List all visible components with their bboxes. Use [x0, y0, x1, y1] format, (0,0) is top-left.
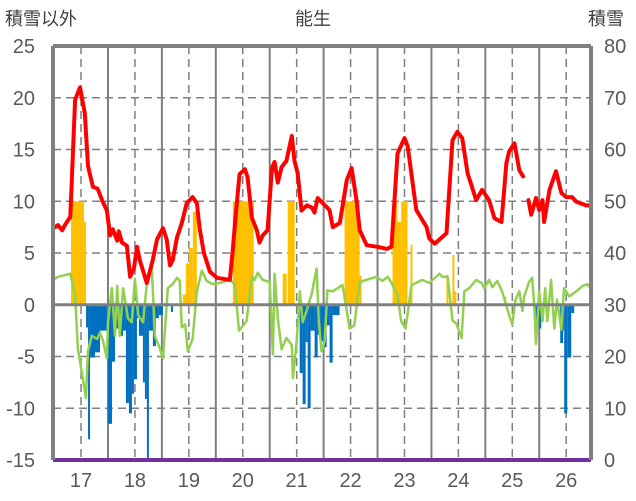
snowfall-bar [571, 304, 575, 314]
x-tick-label: 17 [70, 470, 92, 492]
rain-bar [84, 221, 87, 305]
left-tick-label: 0 [24, 295, 35, 317]
rain-bar [185, 263, 189, 305]
red-series-line [526, 169, 592, 224]
right-tick-label: 30 [604, 295, 626, 317]
snowfall-bar [155, 304, 159, 319]
snowfall-bar [146, 304, 149, 458]
x-tick-label: 24 [447, 470, 469, 492]
x-tick-label: 20 [232, 470, 254, 492]
right-tick-label: 0 [604, 450, 615, 472]
tick-labels: -15 -10 -5 0 5 10 15 20 25 0 10 20 30 40 50 60 70 80 17 18 1… [6, 36, 626, 492]
rain-bar [397, 221, 402, 305]
left-tick-label: 15 [13, 140, 35, 162]
snowfall-bar [305, 304, 308, 343]
x-tick-label: 21 [286, 470, 308, 492]
snowfall-bar [307, 304, 311, 409]
red-series-line [53, 85, 526, 285]
x-tick-label: 18 [124, 470, 146, 492]
rain-bar [344, 201, 360, 305]
x-tick-label: 25 [501, 470, 523, 492]
chart-title: 能生 [295, 9, 331, 30]
rain-bar [192, 211, 197, 305]
snowfall-bar [302, 304, 306, 405]
rain-bar [232, 201, 254, 305]
snowfall-bar [144, 304, 147, 399]
x-tick-label: 19 [178, 470, 200, 492]
x-tick-label: 26 [555, 470, 577, 492]
snowfall-bar [125, 304, 129, 404]
snowfall-bar [539, 304, 542, 329]
snowfall-bar [332, 304, 340, 316]
rain-bar [71, 201, 85, 305]
rain-bar [287, 201, 295, 305]
snowfall-bar [158, 304, 163, 316]
snowfall-bar [107, 304, 112, 424]
right-tick-label: 20 [604, 347, 626, 369]
rain-bar [282, 273, 287, 305]
snowfall-bar [310, 304, 315, 331]
rain-bar [188, 247, 193, 305]
rain-bar [392, 201, 398, 305]
left-axis-label: 積雪以外 [5, 9, 77, 30]
snowfall-bar [100, 304, 107, 331]
snowfall-bar [299, 304, 303, 374]
x-tick-label: 23 [393, 470, 415, 492]
snowfall-bar [326, 304, 330, 326]
snowfall-bar [128, 304, 132, 414]
snowfall-bar [170, 304, 173, 312]
x-tick-label: 22 [339, 470, 361, 492]
snowfall-bar [90, 304, 95, 358]
series-lines [52, 85, 592, 462]
left-tick-label: 25 [13, 36, 35, 58]
right-tick-label: 80 [604, 36, 626, 58]
rain-bar [182, 294, 186, 305]
right-tick-label: 60 [604, 140, 626, 162]
right-tick-label: 10 [604, 398, 626, 420]
left-tick-label: 5 [24, 243, 35, 265]
left-tick-label: -15 [6, 450, 35, 472]
axes [51, 44, 593, 460]
gridlines [53, 46, 591, 460]
snowfall-bar [114, 304, 120, 329]
left-tick-label: -5 [17, 347, 35, 369]
snowfall-bar [142, 304, 145, 383]
snowfall-bar [133, 304, 137, 380]
snowfall-bar [148, 304, 153, 331]
snowfall-bar [111, 304, 115, 362]
rain-bar [446, 274, 449, 305]
snowfall-bar [564, 304, 568, 414]
snowfall-bar [563, 304, 565, 331]
green-series-line [52, 264, 591, 400]
left-tick-label: -10 [6, 398, 35, 420]
right-tick-label: 50 [604, 191, 626, 213]
rain-bar [454, 291, 457, 305]
rain-bar [359, 275, 362, 305]
snowfall-bar [567, 304, 572, 358]
rain-bar [452, 255, 455, 305]
snowfall-bar [320, 304, 324, 341]
snowfall-bar [314, 304, 318, 358]
right-tick-label: 40 [604, 243, 626, 265]
left-tick-label: 20 [13, 88, 35, 110]
snowfall-bar [94, 304, 101, 353]
snowfall-bar [86, 304, 89, 328]
snowfall-bar [122, 304, 126, 331]
rain-bar [401, 201, 408, 305]
right-tick-label: 70 [604, 88, 626, 110]
left-tick-label: 10 [13, 191, 35, 213]
snowfall-bar [131, 304, 134, 394]
rain-bar [410, 244, 413, 305]
snowfall-bar [88, 304, 91, 440]
snowfall-bar [329, 304, 333, 363]
right-axis-label: 積雪 [588, 9, 624, 30]
